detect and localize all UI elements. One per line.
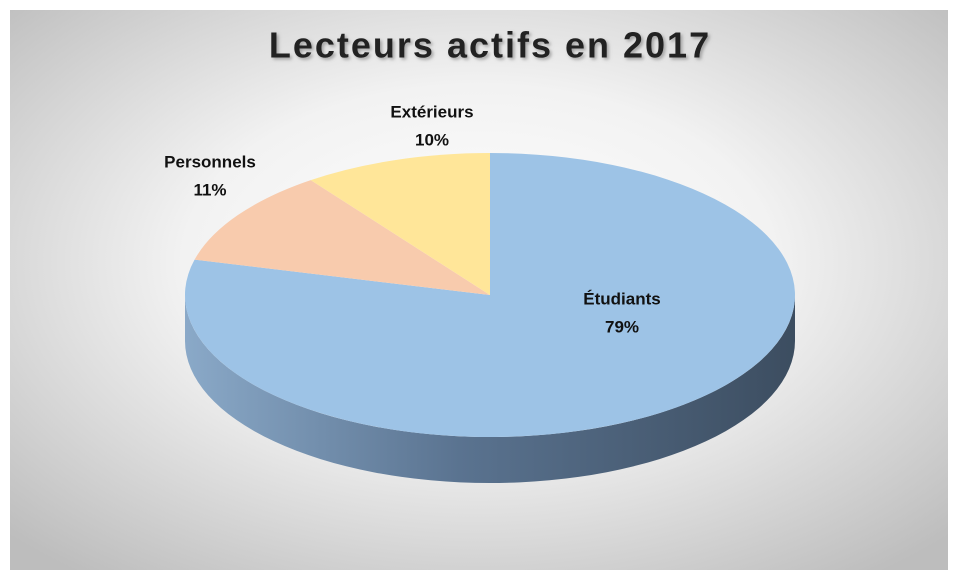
slice-label: Personnels bbox=[164, 152, 256, 171]
slice-label: Extérieurs bbox=[390, 102, 473, 121]
slice-value-label: 79% bbox=[605, 317, 639, 336]
pie-slice bbox=[194, 180, 490, 295]
pie-slice-side bbox=[185, 295, 795, 483]
chart-title: Lecteurs actifs en 2017 bbox=[269, 25, 711, 66]
slice-value-label: 10% bbox=[415, 130, 449, 149]
pie: Étudiants 79% Personnels 11% Extérieurs 10% bbox=[164, 102, 795, 483]
pie-slice bbox=[310, 153, 490, 295]
slice-label: Étudiants bbox=[583, 289, 660, 308]
slice-value-label: 11% bbox=[193, 180, 226, 199]
